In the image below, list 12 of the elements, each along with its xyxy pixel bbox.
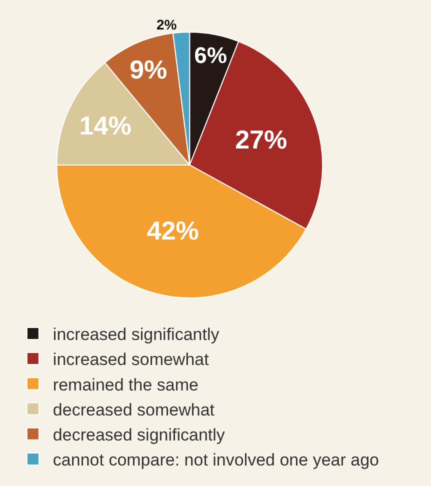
legend-label: remained the same xyxy=(52,375,198,394)
legend-label: cannot compare: not involved one year ago xyxy=(52,450,379,470)
legend-label: increased somewhat xyxy=(52,350,210,370)
data-label: 9% xyxy=(130,54,168,85)
data-label: 6% xyxy=(194,42,228,68)
data-label: 14% xyxy=(79,110,132,140)
data-label: 27% xyxy=(235,124,288,154)
data-label: 42% xyxy=(146,215,199,246)
legend-label: increased significantly xyxy=(52,325,220,344)
legend-label: decreased somewhat xyxy=(52,400,215,420)
data-label: 2% xyxy=(156,16,178,32)
legend-label: decreased significantly xyxy=(52,425,226,444)
